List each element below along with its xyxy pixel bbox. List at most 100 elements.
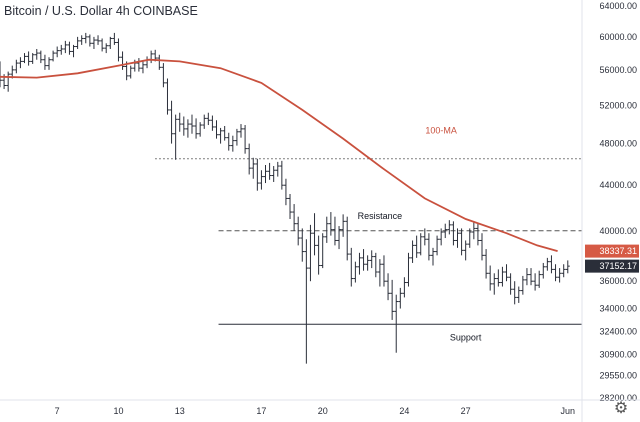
y-tick-label: 64000.00: [599, 1, 637, 11]
ohlc-bar: [447, 220, 452, 235]
support-label: Support: [450, 333, 482, 343]
ohlc-bar: [381, 255, 386, 287]
ohlc-bar: [480, 233, 485, 261]
ohlc-bars: [0, 32, 570, 364]
time-axis: 7 10 13 17 20 24 27 Jun: [0, 399, 640, 416]
ohlc-bar: [247, 143, 252, 175]
ohlc-bar: [414, 235, 419, 258]
ohlc-bar: [418, 233, 423, 256]
ohlc-bar: [14, 59, 19, 74]
ohlc-bar: [214, 120, 219, 139]
ohlc-bar: [320, 233, 325, 269]
ohlc-bar: [488, 265, 493, 291]
ohlc-bar: [484, 249, 489, 279]
annotations: 100-MA Resistance Support: [358, 126, 482, 343]
ma-tag-label: 38337.31: [599, 246, 637, 256]
ohlc-bar: [500, 266, 505, 287]
ohlc-bar: [47, 57, 52, 70]
ohlc-bar: [529, 268, 534, 286]
gear-icon[interactable]: ⚙: [613, 400, 629, 417]
ohlc-bar: [198, 122, 203, 137]
ohlc-bar: [557, 268, 562, 283]
ohlc-bar: [492, 273, 497, 295]
ohlc-bar: [365, 255, 370, 271]
y-tick-label: 60000.00: [599, 32, 637, 42]
ohlc-bar: [406, 252, 411, 287]
ohlc-bar: [463, 240, 468, 261]
ohlc-bar: [165, 78, 170, 115]
ohlc-bar: [230, 135, 235, 152]
ohlc-bar: [234, 128, 239, 146]
ohlc-bar: [292, 204, 297, 231]
ohlc-bar: [206, 112, 211, 126]
ohlc-bar: [83, 32, 88, 44]
ohlc-bar: [267, 162, 272, 180]
ohlc-bar: [402, 277, 407, 298]
ohlc-bar: [308, 224, 313, 282]
chart-title: Bitcoin / U.S. Dollar 4h COINBASE: [4, 4, 198, 18]
y-tick-label: 56000.00: [599, 65, 637, 75]
x-tick-label: 7: [55, 406, 60, 416]
ohlc-bar: [6, 71, 11, 92]
ohlc-bar: [177, 112, 182, 132]
ohlc-bar: [87, 34, 92, 47]
ohlc-bar: [259, 170, 264, 190]
ohlc-bar: [96, 35, 101, 45]
ohlc-bar: [108, 36, 113, 49]
ohlc-bar: [435, 235, 440, 256]
ohlc-bar: [136, 58, 141, 72]
ohlc-bar: [222, 125, 227, 141]
ohlc-bar: [537, 270, 542, 288]
price-tag-label: 37152.17: [599, 261, 637, 271]
ohlc-bar: [443, 223, 448, 239]
ohlc-bar: [173, 114, 178, 160]
ohlc-bar: [51, 50, 56, 62]
ohlc-bar: [26, 51, 31, 66]
ohlc-bar: [386, 273, 391, 301]
x-tick-label: 10: [113, 406, 123, 416]
ohlc-bar: [279, 160, 284, 190]
ohlc-bar: [185, 119, 190, 138]
x-tick-label: 17: [256, 406, 266, 416]
ohlc-bar: [394, 294, 399, 353]
ohlc-bar: [304, 239, 309, 364]
ohlc-bar: [59, 44, 64, 55]
ohlc-bar: [120, 51, 125, 70]
ohlc-bar: [430, 247, 435, 266]
ohlc-bar: [361, 249, 366, 271]
ohlc-bar: [377, 259, 382, 287]
ohlc-bar: [140, 61, 145, 74]
ohlc-bar: [288, 193, 293, 219]
ma-tag: [585, 244, 639, 258]
ohlc-bar: [67, 41, 72, 55]
ohlc-bar: [239, 124, 244, 138]
y-tick-label: 52000.00: [599, 100, 637, 110]
ohlc-bar: [38, 50, 43, 64]
ohlc-bar: [475, 223, 480, 246]
ohlc-bar: [516, 286, 521, 303]
ohlc-bar: [22, 53, 27, 64]
ohlc-bar: [398, 287, 403, 309]
ohlc-bar: [181, 116, 186, 136]
ohlc-bar: [341, 214, 346, 237]
ohlc-bar: [161, 63, 166, 88]
ohlc-bar: [128, 65, 133, 79]
y-tick-label: 28200.00: [599, 393, 637, 403]
ohlc-bar: [373, 252, 378, 278]
ohlc-bar: [42, 54, 47, 70]
ohlc-bar: [0, 61, 2, 88]
y-tick-label: 34000.00: [599, 304, 637, 314]
x-tick-label: 20: [318, 406, 328, 416]
price-tag: [585, 259, 639, 273]
ma-line-group: [0, 58, 558, 252]
ohlc-bar: [496, 269, 501, 287]
ohlc-bar: [512, 281, 517, 305]
ohlc-bar: [357, 252, 362, 275]
ohlc-bar: [210, 115, 215, 131]
ohlc-bar: [91, 36, 96, 49]
ohlc-bar: [251, 157, 256, 179]
ohlc-bar: [255, 158, 260, 191]
ohlc-bar: [218, 127, 223, 144]
ohlc-bar: [349, 247, 354, 287]
